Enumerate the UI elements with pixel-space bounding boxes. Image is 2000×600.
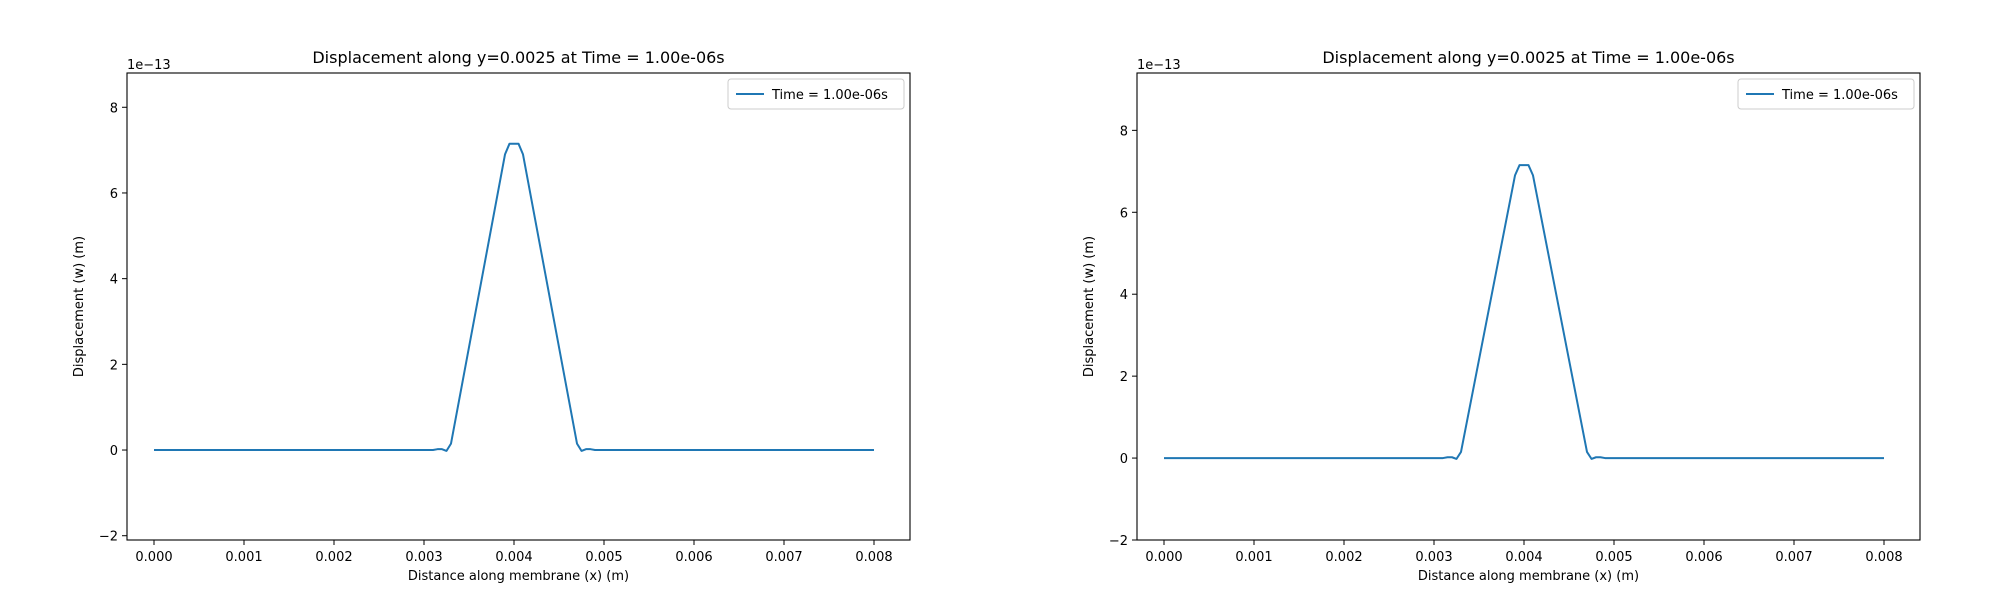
y-offset-label: 1e−13	[127, 58, 171, 73]
x-tick-label: 0.003	[1415, 550, 1452, 565]
x-tick-label: 0.001	[1235, 550, 1272, 565]
x-tick-label: 0.008	[1865, 550, 1902, 565]
y-tick-label: 0	[110, 444, 118, 459]
plot-frame	[126, 72, 911, 541]
series-line-1	[1164, 164, 1884, 460]
x-tick-label: 0.007	[765, 550, 802, 565]
legend-label: Time = 1.00e-06s	[771, 88, 888, 103]
y-tick-label: −2	[99, 530, 118, 545]
y-tick-label: 2	[110, 358, 118, 373]
y-tick-label: 8	[110, 101, 118, 116]
x-tick-label: 0.006	[675, 550, 712, 565]
series-line-1	[154, 142, 874, 452]
y-tick-label: −2	[1109, 534, 1128, 549]
y-tick-label: 6	[110, 187, 118, 202]
x-axis-label: Distance along membrane (x) (m)	[408, 569, 629, 584]
x-tick-label: 0.004	[1505, 550, 1542, 565]
x-tick-label: 0.007	[1775, 550, 1812, 565]
y-axis-label: Displacement (w) (m)	[72, 236, 87, 377]
legend: Time = 1.00e-06s	[727, 78, 905, 110]
x-tick-label: 0.005	[1595, 550, 1632, 565]
x-tick-label: 0.001	[225, 550, 262, 565]
x-tick-label: 0.008	[855, 550, 892, 565]
y-tick-label: 6	[1120, 206, 1128, 221]
y-tick-label: 2	[1120, 370, 1128, 385]
legend-box	[1737, 78, 1915, 110]
x-tick-label: 0.006	[1685, 550, 1722, 565]
x-tick-label: 0.002	[1325, 550, 1362, 565]
x-axis-label: Distance along membrane (x) (m)	[1418, 569, 1639, 584]
y-tick-label: 4	[110, 273, 118, 288]
y-tick-label: 4	[1120, 288, 1128, 303]
plot-frame	[1136, 72, 1921, 541]
x-tick-label: 0.002	[315, 550, 352, 565]
x-tick-label: 0.000	[135, 550, 172, 565]
chart-2: Displacement along y=0.0025 at Time = 1.…	[1082, 48, 1921, 584]
y-offset-label: 1e−13	[1137, 58, 1181, 73]
legend-label: Time = 1.00e-06s	[1781, 88, 1898, 103]
y-axis-label: Displacement (w) (m)	[1082, 236, 1097, 377]
x-tick-label: 0.000	[1145, 550, 1182, 565]
chart-title: Displacement along y=0.0025 at Time = 1.…	[1322, 48, 1734, 67]
y-tick-label: 8	[1120, 124, 1128, 139]
legend-box	[727, 78, 905, 110]
legend: Time = 1.00e-06s	[1737, 78, 1915, 110]
x-tick-label: 0.005	[585, 550, 622, 565]
x-tick-label: 0.003	[405, 550, 442, 565]
x-tick-label: 0.004	[495, 550, 532, 565]
chart-1: Displacement along y=0.0025 at Time = 1.…	[72, 48, 911, 584]
y-tick-label: 0	[1120, 452, 1128, 467]
chart-title: Displacement along y=0.0025 at Time = 1.…	[312, 48, 724, 67]
